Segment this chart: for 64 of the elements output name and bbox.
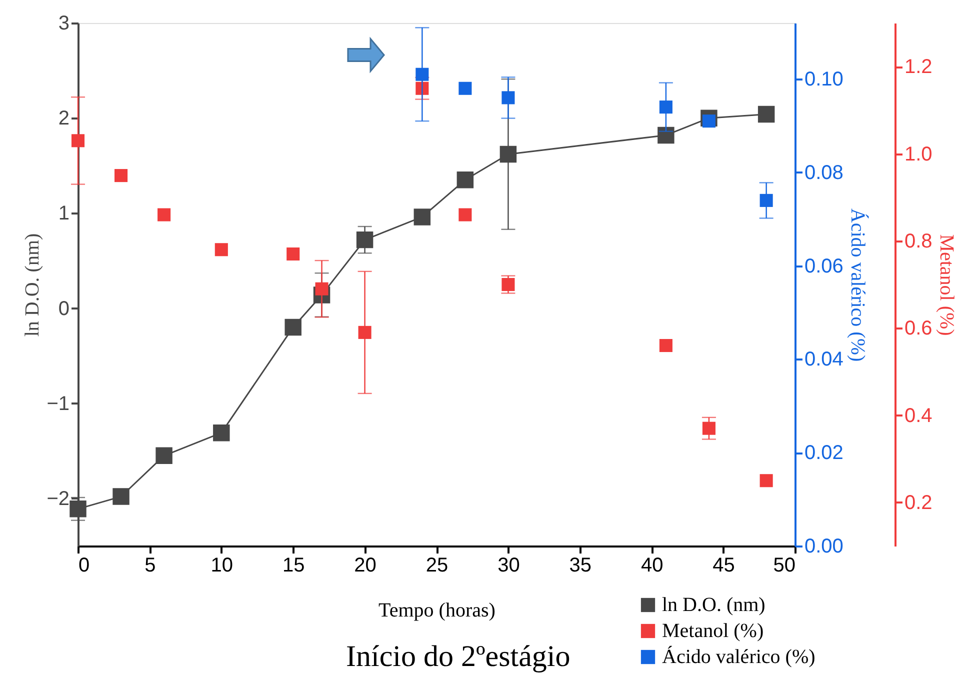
point bbox=[416, 68, 429, 81]
x-tick-label: 5 bbox=[144, 554, 156, 576]
x-tick-label: 15 bbox=[282, 554, 305, 576]
point bbox=[71, 134, 85, 148]
y3-tick-label: 0.4 bbox=[904, 404, 932, 427]
point bbox=[659, 339, 672, 352]
x-tick-label: 50 bbox=[773, 554, 796, 576]
point bbox=[458, 82, 472, 95]
x-axis-title: Tempo (horas) bbox=[378, 600, 496, 622]
x-tick-label: 10 bbox=[210, 554, 234, 576]
point bbox=[760, 474, 773, 488]
y3-tick-label: 1.0 bbox=[904, 143, 932, 166]
point bbox=[70, 500, 86, 518]
y-axis-title: ln D.O. (nm) bbox=[22, 233, 44, 337]
x-tick-label: 25 bbox=[426, 554, 448, 576]
point bbox=[214, 243, 228, 256]
y3-axis-title: Metanol (%) bbox=[935, 234, 958, 336]
y2-tick-label: 0.08 bbox=[804, 162, 844, 184]
y-tick-label: −2 bbox=[46, 488, 70, 510]
y3-tick-label: 0.2 bbox=[904, 492, 932, 514]
y2-tick-label: 0.04 bbox=[804, 348, 844, 371]
point bbox=[502, 278, 515, 292]
x-tick-label: 20 bbox=[354, 554, 376, 576]
x-tick-label: 40 bbox=[640, 554, 664, 576]
y-tick-label: −1 bbox=[46, 392, 70, 415]
x-tick-label: 35 bbox=[569, 554, 592, 576]
y2-tick-label: 0.02 bbox=[804, 442, 844, 464]
point bbox=[414, 208, 431, 226]
y-tick-label: 2 bbox=[58, 108, 70, 130]
y2-tick-label: 0.06 bbox=[804, 255, 844, 278]
y3-tick-label: 0.8 bbox=[904, 230, 932, 252]
y2-tick-label: 0.10 bbox=[804, 68, 844, 91]
point bbox=[213, 424, 230, 442]
legend-label: Metanol (%) bbox=[662, 620, 764, 642]
y-tick-label: 3 bbox=[58, 12, 70, 34]
point bbox=[458, 208, 472, 222]
text: Início do 2ºestágio bbox=[346, 640, 570, 673]
y2-tick-label: 0.00 bbox=[804, 536, 844, 558]
point bbox=[284, 318, 302, 336]
x-tick-label: 0 bbox=[78, 554, 90, 576]
x-tick-label: 30 bbox=[498, 554, 520, 576]
point bbox=[286, 247, 300, 261]
point bbox=[702, 422, 716, 435]
point bbox=[156, 447, 172, 464]
point bbox=[500, 146, 517, 163]
point bbox=[758, 106, 775, 123]
point bbox=[158, 208, 171, 222]
legend-label: Ácido valérico (%) bbox=[662, 645, 816, 668]
point bbox=[356, 231, 374, 248]
point bbox=[358, 326, 372, 339]
y3-tick-label: 1.2 bbox=[904, 56, 932, 78]
y-tick-label: 1 bbox=[58, 202, 70, 225]
point bbox=[114, 169, 128, 182]
y2-axis-title: Ácido valérico (%) bbox=[846, 208, 870, 362]
legend-label: ln D.O. (nm) bbox=[662, 594, 766, 616]
x-tick-label: 45 bbox=[712, 554, 735, 576]
point bbox=[658, 126, 674, 144]
point bbox=[760, 194, 773, 207]
point bbox=[112, 488, 130, 505]
point bbox=[456, 172, 474, 188]
point bbox=[659, 100, 672, 114]
point bbox=[502, 91, 515, 104]
y3-tick-label: 0.6 bbox=[904, 318, 932, 340]
y-tick-label: 0 bbox=[58, 298, 70, 320]
